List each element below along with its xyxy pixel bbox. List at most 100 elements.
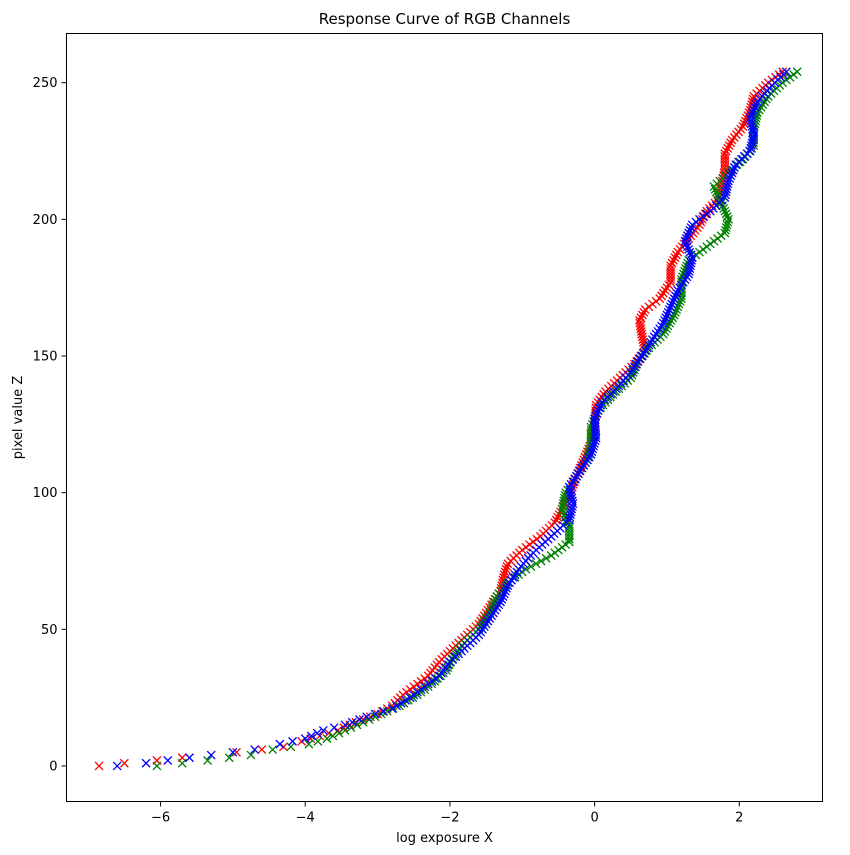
data-point — [329, 723, 339, 733]
data-point — [670, 253, 680, 263]
data-point — [746, 143, 756, 153]
data-point — [747, 121, 757, 131]
data-point — [312, 728, 322, 738]
data-point — [112, 761, 122, 771]
data-point — [565, 485, 575, 495]
data-point — [496, 597, 506, 607]
x-axis-label: log exposure X — [396, 831, 493, 846]
data-point — [748, 135, 758, 145]
data-point — [748, 94, 758, 104]
data-point — [728, 165, 738, 175]
data-point — [745, 113, 755, 123]
data-point — [723, 179, 733, 189]
data-point — [685, 264, 695, 274]
data-point — [502, 561, 512, 571]
data-point — [228, 747, 238, 757]
data-point — [596, 400, 606, 410]
y-axis-label: pixel value Z — [11, 376, 26, 460]
data-point — [721, 146, 731, 156]
data-point — [720, 206, 730, 216]
data-point — [224, 753, 234, 763]
axes: −6 −4 −2 0 2 0 50 100 150 200 250 — [33, 33, 823, 826]
data-point — [668, 313, 678, 323]
data-point — [594, 403, 604, 413]
data-point — [720, 190, 730, 200]
data-point — [206, 750, 216, 760]
data-point — [566, 510, 575, 519]
data-point — [684, 244, 694, 254]
data-point — [730, 162, 739, 172]
data-point — [711, 187, 721, 197]
data-point — [304, 739, 314, 749]
data-point — [672, 288, 682, 298]
data-point — [568, 499, 578, 509]
data-point — [268, 745, 278, 755]
data-point — [660, 326, 670, 336]
data-point — [713, 190, 723, 200]
data-point — [680, 236, 690, 246]
data-point — [720, 193, 730, 202]
data-point — [288, 736, 298, 746]
data-point — [660, 316, 670, 325]
data-point — [392, 701, 402, 711]
data-point — [669, 294, 679, 304]
data-point — [119, 758, 129, 768]
data-point — [749, 105, 759, 115]
data-point — [681, 234, 691, 243]
data-point — [664, 305, 674, 315]
data-point — [721, 187, 731, 197]
data-point — [686, 250, 696, 260]
data-point — [551, 515, 561, 525]
data-point — [567, 504, 577, 514]
data-point — [727, 168, 737, 178]
data-point — [566, 490, 576, 500]
data-point — [792, 67, 802, 77]
chart-title: Response Curve of RGB Channels — [319, 10, 571, 28]
data-point — [722, 182, 732, 192]
data-point — [567, 493, 577, 503]
data-point — [401, 695, 411, 705]
data-point — [318, 725, 328, 735]
data-point — [588, 417, 598, 427]
data-point — [500, 567, 510, 577]
data-point — [347, 717, 357, 727]
data-point — [370, 712, 380, 722]
data-point — [352, 720, 362, 730]
data-point — [521, 564, 531, 574]
data-point — [558, 501, 568, 511]
data-point — [346, 723, 356, 733]
data-point — [567, 496, 577, 506]
data-point — [589, 441, 598, 451]
data-point — [379, 706, 389, 716]
data-point — [720, 149, 730, 159]
data-point — [286, 742, 296, 752]
data-point — [658, 318, 668, 328]
data-point — [748, 127, 758, 137]
data-point — [671, 250, 681, 260]
data-point — [501, 564, 511, 574]
plot-frame — [66, 33, 823, 802]
data-point — [750, 102, 760, 112]
x-tick-label: −2 — [440, 811, 459, 826]
data-point — [636, 313, 646, 323]
data-point — [661, 313, 671, 323]
data-point — [686, 258, 696, 268]
data-point — [443, 663, 453, 673]
data-point — [684, 266, 694, 276]
data-point — [720, 228, 730, 238]
data-point — [667, 299, 677, 309]
data-point — [362, 712, 372, 722]
y-tick-label: 150 — [33, 350, 58, 365]
data-point — [536, 556, 546, 566]
data-point — [592, 408, 602, 418]
data-point — [565, 512, 575, 522]
data-point — [721, 209, 731, 219]
data-point — [232, 747, 241, 757]
data-marks — [94, 67, 802, 771]
data-point — [322, 734, 332, 744]
data-point — [500, 586, 510, 596]
data-point — [591, 411, 601, 421]
data-point — [499, 589, 509, 599]
data-point — [588, 444, 598, 454]
